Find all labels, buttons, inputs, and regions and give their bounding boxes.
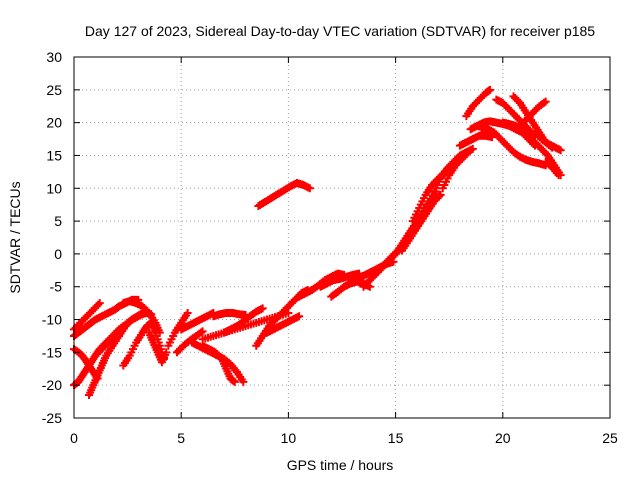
- series-t34: [477, 125, 550, 170]
- y-tick-label: -10: [42, 312, 62, 328]
- data-point: [485, 85, 494, 94]
- data-point: [162, 348, 171, 357]
- series-t38: [515, 97, 550, 130]
- chart-title: Day 127 of 2023, Sidereal Day-to-day VTE…: [85, 23, 595, 39]
- y-tick-label: 25: [46, 82, 62, 98]
- data-point: [468, 144, 477, 153]
- data-point: [258, 304, 267, 313]
- y-tick-label: 10: [46, 180, 62, 196]
- data-point: [425, 199, 434, 208]
- y-tick-label: -15: [42, 344, 62, 360]
- series-t30: [438, 148, 473, 193]
- data-point: [436, 190, 445, 199]
- data-point: [143, 307, 152, 316]
- axis-ticks: 0 5 10 15 20 25 -25 -20 -15 -10 -5 0 5 10 15 20 25 30: [42, 49, 618, 446]
- data-point: [423, 203, 432, 212]
- y-tick-label: 0: [54, 246, 62, 262]
- x-axis-label: GPS time / hours: [287, 457, 394, 473]
- y-tick-label: 15: [46, 147, 62, 163]
- data-point: [94, 300, 103, 309]
- x-tick-label: 15: [388, 430, 404, 446]
- data-point: [464, 148, 473, 157]
- data-point: [198, 327, 207, 336]
- x-tick-label: 20: [495, 430, 511, 446]
- data-point: [462, 149, 471, 158]
- series-t7: [119, 297, 164, 337]
- plot-frame: [73, 56, 611, 419]
- data-point: [541, 97, 550, 106]
- y-tick-label: -5: [50, 279, 63, 295]
- series-t40: [541, 158, 563, 180]
- series-t19: [262, 312, 304, 337]
- y-tick-label: -20: [42, 377, 62, 393]
- series-t22: [316, 269, 364, 291]
- data-point: [514, 97, 523, 106]
- series-t20: [254, 179, 314, 210]
- series-t39: [530, 128, 565, 155]
- data-point: [556, 146, 565, 155]
- y-tick-label: 30: [46, 49, 62, 65]
- data-point: [183, 308, 192, 317]
- data-point: [428, 191, 437, 200]
- data-point: [426, 195, 435, 204]
- y-tick-label: 5: [54, 213, 62, 229]
- data-point: [542, 149, 551, 158]
- y-tick-label: 20: [46, 115, 62, 131]
- data-point: [197, 328, 206, 337]
- series-t14: [198, 341, 239, 386]
- series-t11: [177, 308, 218, 334]
- data-point: [554, 171, 563, 180]
- series-t10: [164, 308, 192, 350]
- x-tick-label: 0: [70, 430, 78, 446]
- data-point: [239, 377, 248, 386]
- data-point: [392, 248, 401, 257]
- data-point: [230, 377, 239, 386]
- series-t9: [145, 328, 171, 367]
- data-marks: [70, 85, 565, 400]
- data-point: [216, 353, 225, 362]
- series-t32: [462, 85, 494, 121]
- y-axis-label: SDTVAR / TECUs: [7, 181, 23, 293]
- series-t17: [220, 304, 267, 337]
- x-tick-label: 25: [602, 430, 618, 446]
- data-point: [295, 312, 304, 321]
- data-point: [95, 299, 104, 308]
- data-point: [540, 98, 549, 107]
- x-tick-label: 5: [177, 430, 185, 446]
- data-point: [305, 184, 314, 193]
- y-tick-label: -25: [42, 410, 62, 426]
- x-tick-label: 10: [281, 430, 297, 446]
